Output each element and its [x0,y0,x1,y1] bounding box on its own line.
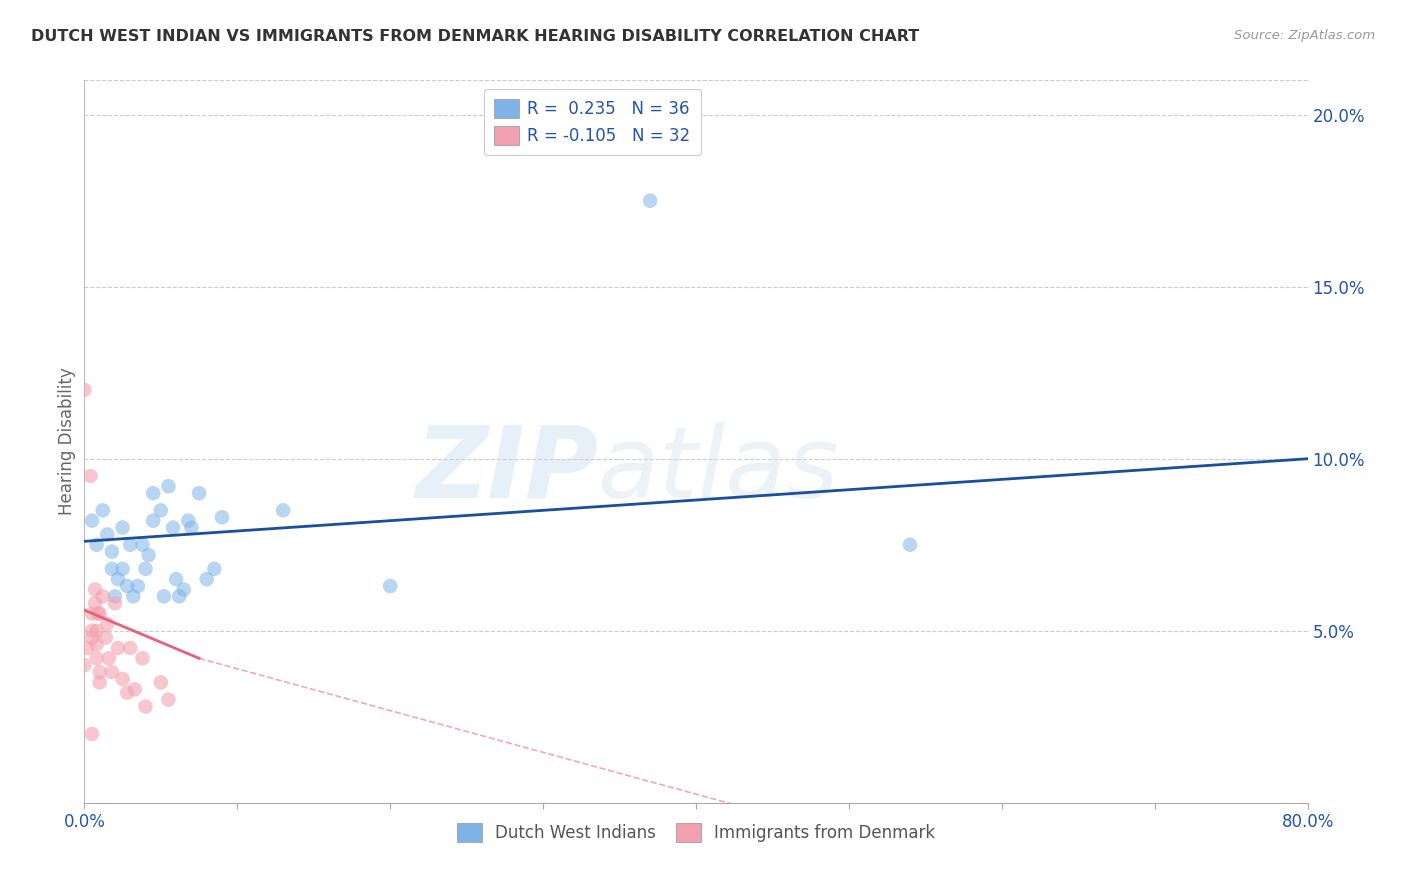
Point [101,562,124,576]
Point [167,590,190,604]
Point [115,579,138,593]
Point [89,665,111,679]
Text: Source: ZipAtlas.com: Source: ZipAtlas.com [1234,29,1375,42]
Point [104,596,127,610]
Point [86,538,108,552]
Point [271,503,294,517]
Point [86,624,108,638]
Point [188,486,211,500]
Point [153,590,176,604]
Point [79,469,101,483]
Point [165,572,187,586]
Point [96,527,118,541]
Point [97,651,120,665]
Point [177,514,200,528]
Point [380,579,402,593]
Point [131,538,153,552]
Point [80,727,103,741]
Text: ZIP: ZIP [415,422,598,519]
Point [115,686,138,700]
Point [138,548,160,562]
Point [80,514,103,528]
Point [157,692,180,706]
Point [86,638,108,652]
Point [76,640,98,655]
Point [142,486,165,500]
Point [149,675,172,690]
Point [111,562,134,576]
Point [120,640,142,655]
Point [104,590,127,604]
Point [80,631,103,645]
Point [120,538,142,552]
Point [135,562,157,576]
Point [122,590,145,604]
Point [86,651,108,665]
Point [87,607,110,621]
Point [80,624,103,638]
Point [101,544,124,558]
Point [211,510,233,524]
Point [84,582,107,597]
Point [149,503,172,517]
Point [73,658,96,673]
Point [131,651,153,665]
Point [84,596,107,610]
Text: DUTCH WEST INDIAN VS IMMIGRANTS FROM DENMARK HEARING DISABILITY CORRELATION CHAR: DUTCH WEST INDIAN VS IMMIGRANTS FROM DEN… [31,29,920,44]
Point [135,699,157,714]
Point [898,538,921,552]
Point [195,572,218,586]
Point [107,640,129,655]
Point [111,520,134,534]
Point [89,607,111,621]
Point [638,194,661,208]
Point [142,514,165,528]
Point [157,479,180,493]
Point [111,672,134,686]
Point [73,383,96,397]
Text: atlas: atlas [598,422,839,519]
Point [94,631,117,645]
Point [101,665,124,679]
Legend: Dutch West Indians, Immigrants from Denmark: Dutch West Indians, Immigrants from Denm… [450,816,942,848]
Point [162,520,184,534]
Point [80,607,103,621]
Y-axis label: Hearing Disability: Hearing Disability [58,368,76,516]
Point [89,675,111,690]
Point [127,579,149,593]
Point [180,520,202,534]
Point [124,682,146,697]
Point [173,582,195,597]
Point [91,590,114,604]
Point [96,616,118,631]
Point [202,562,225,576]
Point [91,503,114,517]
Point [107,572,129,586]
